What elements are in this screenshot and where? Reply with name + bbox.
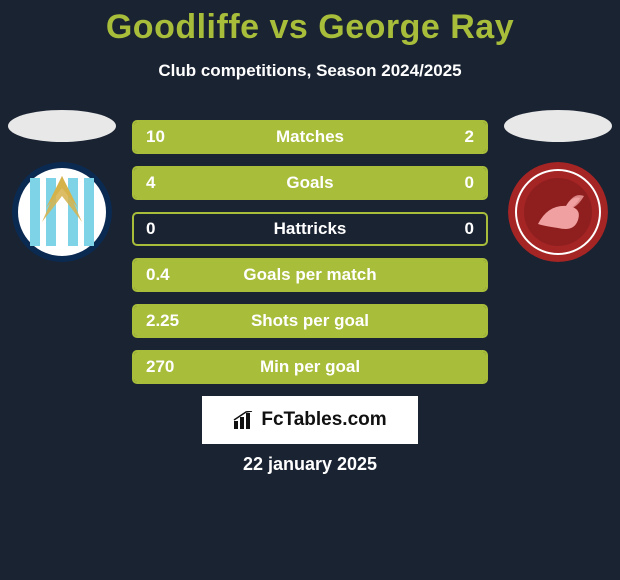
player-left-silhouette: [8, 110, 116, 142]
chart-icon: [233, 411, 255, 429]
stat-row: 0.4Goals per match: [132, 258, 488, 292]
colchester-badge-icon: [12, 162, 112, 262]
stat-row: 0Hattricks0: [132, 212, 488, 246]
brand-text: FcTables.com: [261, 409, 386, 431]
subtitle: Club competitions, Season 2024/2025: [0, 61, 620, 81]
stat-value-right: 0: [465, 219, 474, 239]
stat-value-right: 2: [465, 127, 474, 147]
club-badge-left: [12, 162, 112, 262]
stat-row: 2.25Shots per goal: [132, 304, 488, 338]
stats-container: 10Matches24Goals00Hattricks00.4Goals per…: [132, 120, 488, 396]
stat-label: Min per goal: [134, 357, 486, 377]
stat-label: Matches: [134, 127, 486, 147]
stat-label: Shots per goal: [134, 311, 486, 331]
stat-label: Goals: [134, 173, 486, 193]
stat-value-right: 0: [465, 173, 474, 193]
morecambe-badge-icon: [508, 162, 608, 262]
player-left-block: [6, 110, 118, 262]
stat-label: Goals per match: [134, 265, 486, 285]
player-right-silhouette: [504, 110, 612, 142]
brand-badge[interactable]: FcTables.com: [202, 396, 418, 444]
stat-row: 10Matches2: [132, 120, 488, 154]
club-badge-right: [508, 162, 608, 262]
stat-label: Hattricks: [134, 219, 486, 239]
stat-row: 4Goals0: [132, 166, 488, 200]
player-right-block: [502, 110, 614, 262]
page-title: Goodliffe vs George Ray: [0, 0, 620, 47]
stat-row: 270Min per goal: [132, 350, 488, 384]
date-text: 22 january 2025: [0, 454, 620, 475]
